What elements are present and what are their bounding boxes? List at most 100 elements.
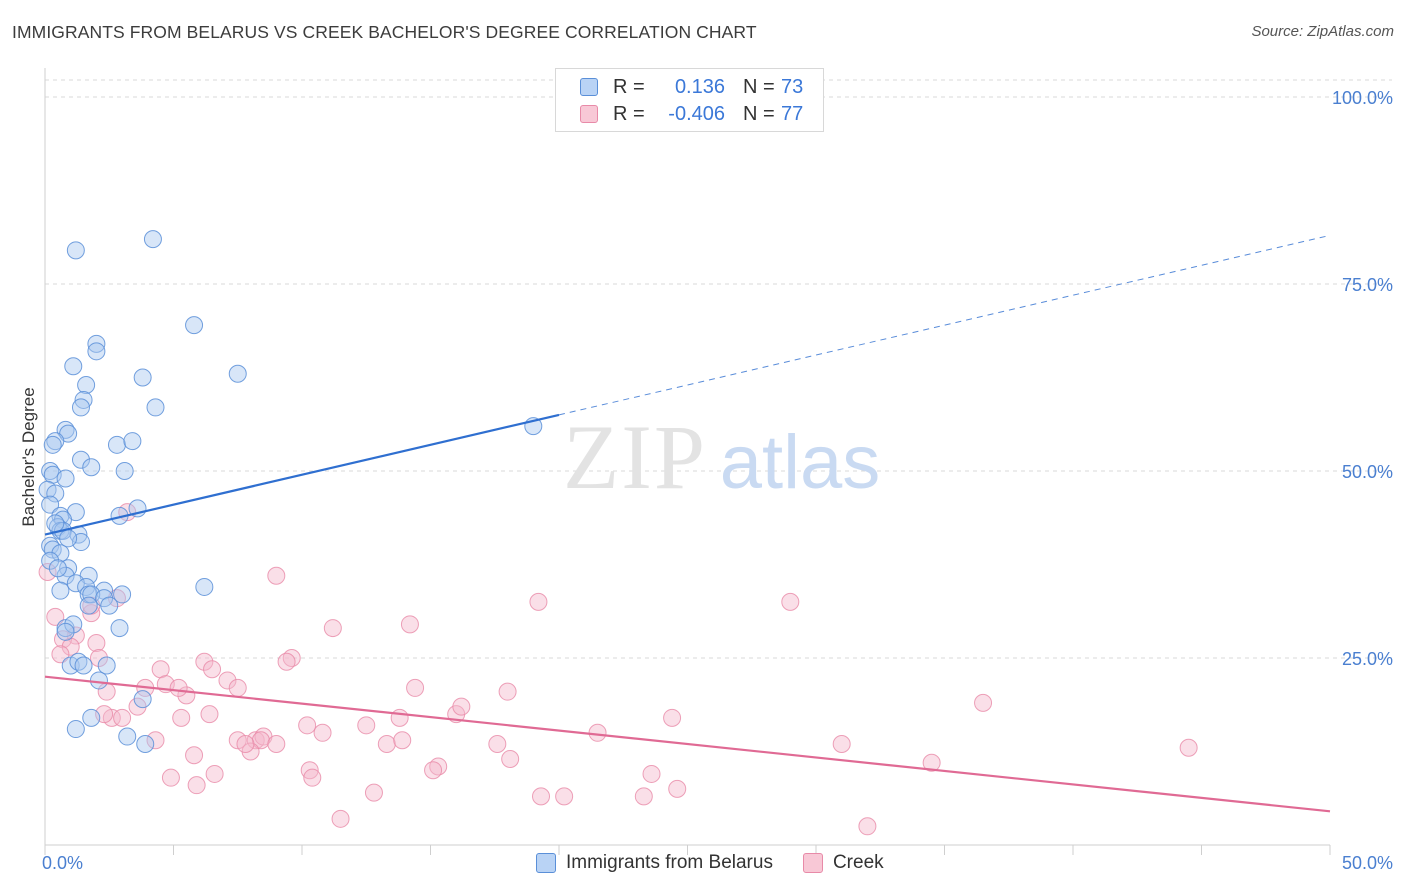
legend-r-value: 0.136	[674, 75, 725, 98]
legend-n-value: 73	[781, 75, 804, 98]
creek-point	[532, 787, 551, 806]
trend-lines	[44, 234, 1331, 813]
creek-point	[501, 749, 520, 768]
belarus-point	[110, 619, 129, 638]
creek-point	[300, 761, 319, 780]
watermark: ZIP atlas	[563, 406, 880, 508]
belarus-point	[82, 458, 101, 477]
belarus-trend-line	[44, 413, 560, 536]
belarus-point	[136, 735, 155, 754]
creek-point	[922, 753, 941, 772]
creek-point	[236, 735, 255, 754]
creek-point	[406, 678, 425, 697]
series-legend-creek: Creek	[802, 852, 884, 874]
belarus-point	[46, 484, 65, 503]
creek-point	[87, 634, 106, 653]
creek-point	[195, 652, 214, 671]
belarus-point	[82, 708, 101, 727]
belarus-point	[115, 462, 134, 480]
creek-point	[393, 731, 412, 750]
legend-n-label: N =	[743, 75, 775, 98]
creek-point	[642, 764, 661, 783]
y-axis-label: Bachelor's Degree	[19, 387, 38, 526]
watermark-atlas: atlas	[720, 420, 881, 505]
belarus-point	[66, 574, 85, 593]
legend-r-value: -0.406	[668, 102, 725, 125]
creek-point	[267, 566, 286, 585]
creek-point	[303, 768, 322, 787]
belarus-point	[51, 544, 70, 563]
creek-point	[218, 671, 237, 690]
creek-point	[663, 708, 682, 727]
creek-point	[364, 783, 383, 802]
creek-point	[668, 779, 687, 798]
chart-title: IMMIGRANTS FROM BELARUS VS CREEK BACHELO…	[12, 22, 757, 42]
creek-point	[82, 604, 101, 623]
creek-point	[858, 817, 877, 836]
belarus-point	[43, 435, 62, 454]
belarus-point	[89, 671, 108, 690]
belarus-point	[185, 316, 204, 335]
belarus-points	[38, 230, 543, 754]
creek-point	[267, 735, 286, 754]
legend-row-creek: R = -0.406 N = 77	[580, 101, 803, 127]
belarus-point	[64, 615, 83, 634]
creek-point	[172, 708, 191, 727]
creek-point	[277, 652, 296, 671]
creek-point	[205, 764, 224, 783]
belarus-point	[51, 581, 70, 600]
creek-point	[113, 708, 132, 727]
correlation-legend: R = 0.136 N = 73 R = -0.406 N = 77	[555, 68, 824, 132]
legend-r-label: R =	[613, 102, 645, 125]
belarus-point	[41, 495, 60, 514]
belarus-point	[228, 364, 247, 383]
creek-point	[832, 735, 851, 754]
belarus-point	[59, 559, 78, 578]
creek-point	[498, 682, 517, 701]
belarus-point	[46, 514, 65, 533]
series-label-belarus: Immigrants from Belarus	[566, 852, 773, 873]
legend-swatch-creek	[580, 105, 598, 123]
belarus-point	[74, 390, 93, 409]
y-tick-label: 25.0%	[1342, 649, 1393, 669]
belarus-point	[97, 656, 116, 675]
creek-point	[377, 735, 396, 754]
series-swatch-creek	[802, 853, 823, 873]
belarus-trend-extension	[558, 234, 1331, 416]
creek-point	[200, 705, 219, 724]
series-swatch-belarus	[536, 853, 556, 873]
belarus-point	[143, 230, 162, 249]
series-legend-belarus: Immigrants from Belarus	[536, 852, 773, 874]
series-label-creek: Creek	[832, 852, 884, 873]
legend-r-label: R =	[613, 75, 645, 98]
belarus-point	[64, 357, 83, 376]
creek-point	[424, 761, 443, 780]
y-tick-label: 75.0%	[1342, 275, 1393, 295]
belarus-point	[79, 596, 98, 615]
belarus-point	[66, 720, 85, 739]
creek-point	[331, 809, 350, 828]
creek-point	[400, 615, 419, 634]
belarus-point	[146, 398, 165, 417]
x-tick-label: 0.0%	[42, 853, 83, 873]
belarus-point	[118, 727, 137, 746]
creek-point	[51, 645, 70, 664]
creek-point	[488, 735, 507, 754]
creek-point	[89, 649, 108, 667]
creek-point	[323, 619, 342, 638]
creek-point	[634, 787, 653, 806]
creek-point	[781, 592, 800, 611]
belarus-point	[87, 342, 106, 361]
belarus-point	[113, 585, 132, 604]
creek-point	[185, 746, 204, 765]
tick-labels: 25.0% 50.0% 75.0% 100.0% 0.0% 50.0%	[42, 88, 1393, 873]
creek-point	[1179, 738, 1198, 757]
creek-point	[313, 723, 332, 742]
belarus-point	[41, 551, 60, 570]
watermark-zip: ZIP	[563, 406, 707, 508]
belarus-point	[100, 596, 119, 615]
legend-row-belarus: R = 0.136 N = 73	[580, 74, 803, 100]
belarus-point	[77, 375, 96, 394]
creek-point	[298, 716, 317, 735]
legend-n-label: N =	[743, 102, 775, 125]
